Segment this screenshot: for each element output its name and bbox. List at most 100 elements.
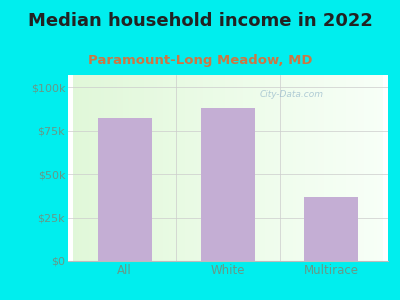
Bar: [324, 75, 327, 261]
Bar: [157, 75, 160, 261]
Bar: [110, 75, 114, 261]
Bar: [370, 75, 374, 261]
Bar: [367, 75, 370, 261]
Bar: [201, 108, 255, 261]
Bar: [135, 75, 138, 261]
Bar: [265, 75, 268, 261]
Bar: [364, 75, 367, 261]
Bar: [228, 75, 231, 261]
Bar: [73, 75, 76, 261]
Bar: [123, 75, 126, 261]
Bar: [299, 75, 302, 261]
Bar: [104, 75, 107, 261]
Bar: [327, 75, 330, 261]
Bar: [126, 75, 129, 261]
Bar: [144, 75, 148, 261]
Bar: [120, 75, 123, 261]
Bar: [374, 75, 377, 261]
Bar: [306, 75, 308, 261]
Bar: [172, 75, 175, 261]
Bar: [352, 75, 355, 261]
Bar: [98, 118, 152, 261]
Bar: [86, 75, 89, 261]
Bar: [197, 75, 200, 261]
Bar: [315, 75, 318, 261]
Bar: [175, 75, 178, 261]
Bar: [246, 75, 250, 261]
Bar: [290, 75, 293, 261]
Bar: [160, 75, 163, 261]
Bar: [234, 75, 237, 261]
Bar: [333, 75, 336, 261]
Bar: [256, 75, 259, 261]
Bar: [358, 75, 361, 261]
Bar: [129, 75, 132, 261]
Bar: [284, 75, 287, 261]
Bar: [293, 75, 296, 261]
Bar: [188, 75, 191, 261]
Text: Median household income in 2022: Median household income in 2022: [28, 12, 372, 30]
Bar: [138, 75, 141, 261]
Bar: [95, 75, 98, 261]
Bar: [212, 75, 216, 261]
Bar: [107, 75, 110, 261]
Bar: [141, 75, 144, 261]
Bar: [330, 75, 333, 261]
Bar: [98, 75, 101, 261]
Bar: [271, 75, 274, 261]
Bar: [166, 75, 169, 261]
Bar: [268, 75, 271, 261]
Bar: [101, 75, 104, 261]
Bar: [244, 75, 246, 261]
Bar: [219, 75, 222, 261]
Bar: [169, 75, 172, 261]
Bar: [308, 75, 312, 261]
Bar: [321, 75, 324, 261]
Bar: [200, 75, 203, 261]
Bar: [312, 75, 315, 261]
Bar: [79, 75, 82, 261]
Bar: [278, 75, 281, 261]
Bar: [349, 75, 352, 261]
Bar: [154, 75, 157, 261]
Bar: [355, 75, 358, 261]
Bar: [148, 75, 150, 261]
Bar: [132, 75, 135, 261]
Bar: [185, 75, 188, 261]
Bar: [361, 75, 364, 261]
Bar: [225, 75, 228, 261]
Bar: [89, 75, 92, 261]
Bar: [296, 75, 299, 261]
Bar: [150, 75, 154, 261]
Bar: [163, 75, 166, 261]
Bar: [240, 75, 244, 261]
Bar: [380, 75, 383, 261]
Bar: [281, 75, 284, 261]
Bar: [336, 75, 340, 261]
Bar: [182, 75, 185, 261]
Bar: [210, 75, 212, 261]
Bar: [194, 75, 197, 261]
Bar: [259, 75, 262, 261]
Bar: [82, 75, 86, 261]
Bar: [237, 75, 240, 261]
Bar: [92, 75, 95, 261]
Bar: [304, 197, 358, 261]
Bar: [116, 75, 120, 261]
Bar: [206, 75, 210, 261]
Bar: [222, 75, 225, 261]
Bar: [262, 75, 265, 261]
Bar: [191, 75, 194, 261]
Bar: [178, 75, 182, 261]
Bar: [346, 75, 349, 261]
Text: City-Data.com: City-Data.com: [260, 90, 324, 99]
Bar: [114, 75, 116, 261]
Bar: [250, 75, 253, 261]
Text: Paramount-Long Meadow, MD: Paramount-Long Meadow, MD: [88, 54, 312, 67]
Bar: [342, 75, 346, 261]
Bar: [318, 75, 321, 261]
Bar: [302, 75, 306, 261]
Bar: [216, 75, 219, 261]
Bar: [203, 75, 206, 261]
Bar: [274, 75, 278, 261]
